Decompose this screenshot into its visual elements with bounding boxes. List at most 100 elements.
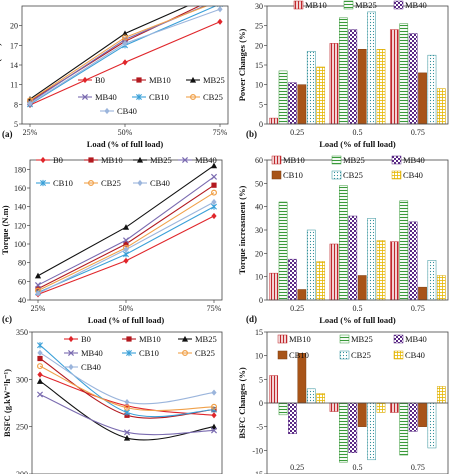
data-point <box>123 434 131 441</box>
legend-label: CB10 <box>289 350 309 360</box>
y-tick-label: 160 <box>14 184 26 193</box>
legend-entry-MB25: MB25 <box>186 75 225 85</box>
bar-MB25-0.75 <box>399 23 409 125</box>
legend-entry-MB25: MB25 <box>343 0 377 10</box>
panel-label: (a) <box>2 129 13 139</box>
bar-MB40-0.25 <box>288 258 297 301</box>
bar-MB10-0.5 <box>329 402 339 412</box>
data-point <box>137 179 143 187</box>
legend-label: CB25 <box>343 170 363 180</box>
bar-CB25-0.25 <box>306 229 316 301</box>
data-point <box>40 156 46 164</box>
legend-label: CB40 <box>150 178 170 188</box>
legend-label: CB10 <box>283 170 303 180</box>
data-point <box>217 0 222 2</box>
legend-swatch <box>277 334 288 344</box>
series-line-CB40 <box>29 8 221 105</box>
y-tick-label: -5 <box>256 423 263 432</box>
data-point <box>27 100 33 107</box>
legend-swatch <box>277 350 288 360</box>
data-point <box>68 363 74 371</box>
panel-label: (c) <box>2 314 12 324</box>
legend-entry-MB25: MB25 <box>133 155 172 165</box>
plot-area <box>36 342 218 441</box>
bar-CB25-0.75 <box>427 54 437 125</box>
legend-swatch <box>391 170 402 180</box>
bar-MB40-0.75 <box>408 402 418 432</box>
legend-entry-CB10: CB10 <box>36 178 73 188</box>
bar-CB25-0.25 <box>306 388 316 404</box>
data-point <box>181 335 189 342</box>
bar-CB40-0.75 <box>436 275 446 301</box>
legend-label: B0 <box>81 334 91 344</box>
legend-swatch <box>391 155 402 165</box>
data-point <box>37 342 43 349</box>
data-point <box>217 18 223 25</box>
y-axis-label: Torque increasment (%) <box>237 186 247 275</box>
bar-CB40-0.75 <box>436 386 446 404</box>
legend-label: CB10 <box>139 348 159 358</box>
data-point <box>67 349 75 357</box>
data-point <box>34 282 42 289</box>
y-tick-label: 15 <box>255 61 263 70</box>
series-line-MB40 <box>37 176 215 286</box>
data-point <box>123 246 129 253</box>
data-point <box>36 378 44 384</box>
y-tick-label: 14 <box>10 61 18 70</box>
legend-entry-MB10: MB10 <box>84 155 123 165</box>
legend-entry-B0: B0 <box>36 155 63 165</box>
data-point <box>123 429 131 436</box>
data-point <box>211 198 217 206</box>
data-point <box>136 93 142 101</box>
legend-label: MB40 <box>405 0 427 10</box>
x-tick-label: 0.5 <box>353 304 363 313</box>
y-tick-label: 20 <box>10 22 18 31</box>
legend-entry-CB25: CB25 <box>339 350 371 360</box>
legend-label: MB40 <box>403 155 425 165</box>
data-point <box>37 371 43 378</box>
y-axis-label: BSFC Changes (%) <box>237 367 247 438</box>
bar-MB40-0.5 <box>348 215 358 301</box>
data-point <box>218 0 223 3</box>
panel-label: (b) <box>246 129 257 139</box>
y-axis-label: BSFC (g.kW⁻¹h⁻¹) <box>2 369 12 437</box>
bar-CB25-0.5 <box>367 218 376 301</box>
x-axis-label: Load (% of full load) <box>88 315 165 325</box>
y-tick-label: 140 <box>14 203 26 212</box>
y-tick-label: 200 <box>16 470 28 474</box>
legend-label: MB25 <box>351 334 373 344</box>
legend-entry-MB40: MB40 <box>78 92 117 102</box>
data-point <box>87 180 94 187</box>
data-point <box>40 179 46 187</box>
legend-swatch <box>293 0 304 10</box>
chart-f: -15 -10 -5 0 5 10 15 BSFC Changes (%) 0.25 0.5 0.7… <box>237 328 449 474</box>
data-point <box>122 224 130 230</box>
legend-label: MB40 <box>405 334 427 344</box>
y-tick-label: 5 <box>14 120 18 129</box>
legend-label: CB40 <box>403 170 423 180</box>
chart-c: 40 60 80 100 120 140 160 180 Torque (N.m) 25% 50% 7… <box>0 155 223 313</box>
legend-entry-MB25: MB25 <box>178 334 217 344</box>
plot-frame <box>29 159 223 301</box>
data-point <box>82 76 88 84</box>
plot-frame <box>31 331 223 474</box>
series-line-MB25 <box>29 6 189 100</box>
bar-CB40-0.75 <box>436 88 446 125</box>
chart-e: 200250300350BSFC (g.kW⁻¹h⁻¹)25%50%75%B0M… <box>2 328 223 474</box>
series-line-CB25 <box>39 365 215 412</box>
y-tick-label: 20 <box>255 41 263 50</box>
data-point <box>37 355 43 362</box>
series-line-CB25 <box>29 6 208 101</box>
y-axis-label: Power (kW) <box>0 43 2 87</box>
x-tick-label: 0.5 <box>353 463 363 472</box>
plot-frame <box>21 5 229 125</box>
y-tick-label: 30 <box>255 2 263 11</box>
data-point <box>181 156 189 164</box>
data-point <box>210 427 218 434</box>
series-line-MB10 <box>37 184 215 290</box>
legend-entry-MB25: MB25 <box>339 334 373 344</box>
legend-label: CB10 <box>149 92 169 102</box>
bar-MB40-0.75 <box>408 221 418 301</box>
legend-label: CB25 <box>101 178 121 188</box>
bar-CB40-0.25 <box>316 261 326 301</box>
